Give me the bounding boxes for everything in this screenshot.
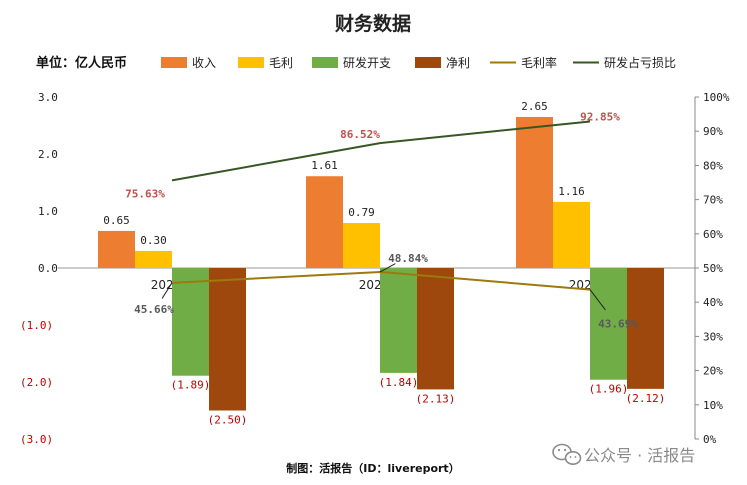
left-tick-label-0-0: 0.0	[38, 262, 58, 275]
leader-line-2	[379, 263, 396, 273]
right-tick-label-20: 20%	[703, 365, 723, 378]
bar-value-label: 0.65	[103, 214, 130, 227]
right-tick-label-40: 40%	[703, 296, 723, 309]
legend-label-1: 收入	[192, 56, 216, 70]
bar-value-label: 1.16	[558, 185, 585, 198]
legend-label-5: 毛利率	[521, 55, 557, 70]
legend-swatch-4	[415, 57, 441, 68]
leader-line-1	[161, 282, 173, 299]
bar-x-1	[172, 268, 209, 376]
left-tick-label-1-0: (1.0)	[20, 319, 53, 332]
bar-x-2	[343, 222, 380, 268]
bar-value-label: (2.12)	[626, 392, 666, 405]
bars	[98, 116, 664, 411]
bar-value-label: 2.65	[521, 100, 548, 113]
gross-margin-label-1: 45.66%	[134, 303, 174, 316]
leader-line-3	[589, 289, 606, 311]
right-tick-label-90: 90%	[703, 125, 723, 138]
legend: 收入 毛利 研发开支 净利 毛利率 研发占亏损比	[161, 55, 676, 70]
right-tick-label-0: 0%	[703, 433, 717, 446]
left-tick-label-2-0: (2.0)	[20, 376, 53, 389]
chart-title: 财务数据	[335, 12, 411, 35]
left-tick-label-1-0: 1.0	[38, 205, 58, 218]
data-labels: 0.65 1.61 2.65 0.30 0.79 1.16 (1.89) (1.84) (1.9…	[103, 100, 665, 427]
right-tick-label-50: 50%	[703, 262, 723, 275]
legend-label-2: 毛利	[269, 56, 293, 70]
bar-x-3	[516, 116, 553, 268]
unit-label: 单位：亿人民币	[36, 55, 127, 71]
left-tick-label-3-0: 3.0	[38, 91, 58, 104]
left-tick-label-3-0: (3.0)	[20, 433, 53, 446]
bar-x-1	[135, 250, 172, 268]
bar-x-3	[590, 268, 627, 380]
right-tick-label-80: 80%	[703, 159, 723, 172]
bar-value-label: 0.79	[348, 206, 375, 219]
bar-x-2	[417, 268, 454, 390]
left-tick-label-2-0: 2.0	[38, 148, 58, 161]
wechat-icon	[552, 443, 582, 465]
watermark: 公众号 · 活报告	[552, 443, 695, 465]
legend-swatch-1	[161, 57, 187, 68]
bar-value-label: (1.89)	[171, 379, 211, 392]
right-tick-label-70: 70%	[703, 194, 723, 207]
bar-value-label: (1.96)	[589, 383, 629, 396]
bar-value-label: (1.84)	[379, 376, 419, 389]
bar-x-2	[306, 176, 343, 268]
bar-x-1	[209, 268, 246, 411]
rd-share-label-3: 92.85%	[580, 110, 620, 123]
source-label: 制图：活报告（ID：livereport）	[286, 461, 459, 475]
gross-margin-label-3: 43.69%	[598, 318, 638, 331]
bar-x-1	[98, 230, 135, 268]
watermark-text: 公众号 · 活报告	[584, 446, 695, 465]
right-tick-label-10: 10%	[703, 399, 723, 412]
legend-label-4: 净利	[446, 56, 470, 70]
bar-x-3	[627, 268, 664, 389]
rd-share-label-1: 75.63%	[125, 187, 165, 200]
right-tick-label-100: 100%	[703, 91, 730, 104]
bar-value-label: 0.30	[140, 234, 167, 247]
gross-margin-label-2: 48.84%	[388, 252, 428, 265]
bar-value-label: 1.61	[311, 159, 338, 172]
rd-share-label-2: 86.52%	[340, 128, 380, 141]
legend-swatch-3	[312, 57, 338, 68]
right-tick-label-30: 30%	[703, 330, 723, 343]
legend-label-6: 研发占亏损比	[604, 55, 676, 70]
bar-value-label: (2.50)	[208, 414, 248, 427]
legend-swatch-2	[238, 57, 264, 68]
line-x	[171, 120, 591, 182]
legend-label-3: 研发开支	[343, 55, 391, 70]
bar-x-3	[553, 201, 590, 268]
right-tick-label-60: 60%	[703, 228, 723, 241]
bar-value-label: (2.13)	[416, 392, 456, 405]
bar-x-2	[380, 268, 417, 373]
